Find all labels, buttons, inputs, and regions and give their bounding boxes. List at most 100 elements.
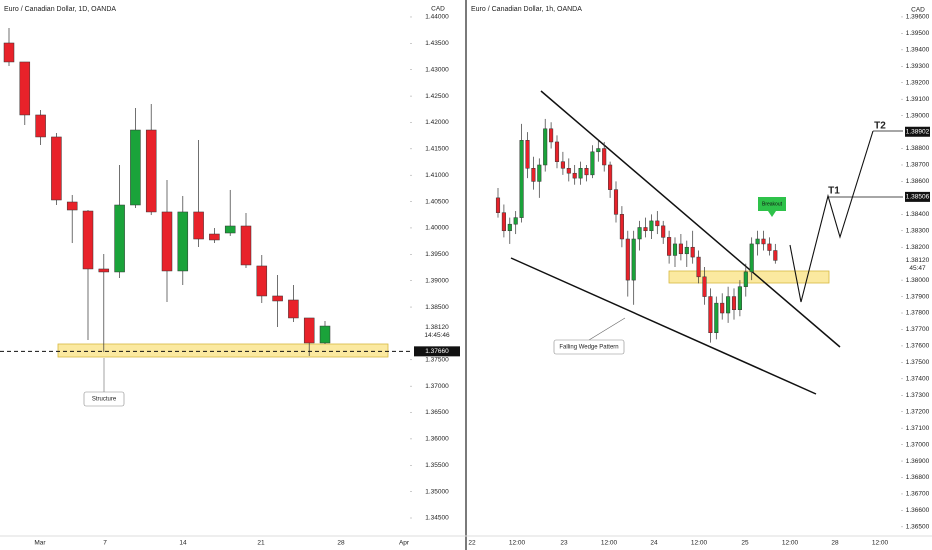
annotation: Breakout [762, 201, 783, 207]
candle-body [513, 217, 518, 225]
y-tick-label: 1.41500 [425, 146, 449, 153]
structure-zone [57, 343, 389, 358]
x-tick-label: 28 [337, 540, 345, 547]
candle-body [319, 325, 331, 344]
y-tick-label: 1.38000 [906, 277, 930, 284]
candle-body [549, 128, 554, 143]
x-tick-label: 14 [179, 540, 187, 547]
y-tick-label: 1.41000 [425, 172, 449, 179]
y-tick-label: 1.39000 [425, 277, 449, 284]
y-tick-label: 1.43000 [425, 66, 449, 73]
price-countdown: 14:45:46 [424, 332, 450, 339]
candle-body [495, 197, 501, 213]
candle-body [578, 168, 583, 179]
candle-body [755, 238, 760, 245]
y-tick-label: 1.36800 [906, 474, 930, 481]
y-tick-label: 1.42500 [425, 93, 449, 100]
y-tick-label: 1.44000 [425, 14, 449, 21]
y-tick-label: 1.37900 [906, 293, 930, 300]
y-tick-label: 1.39100 [906, 96, 930, 103]
y-tick-label: 1.38600 [906, 178, 930, 185]
candle-body [613, 189, 619, 215]
candle-body [749, 243, 754, 273]
candle-body [649, 220, 654, 232]
callout-box [553, 339, 625, 355]
y-tick-label: 1.37700 [906, 326, 930, 333]
y-tick-label: 1.38200 [906, 244, 930, 251]
candle-body [702, 276, 707, 297]
y-tick-label: 1.37000 [425, 383, 449, 390]
y-tick-label: 1.40500 [425, 198, 449, 205]
candle-body [731, 296, 737, 310]
y-tick-label: 1.37600 [906, 343, 930, 350]
price-label-box [905, 126, 930, 137]
price-label: 1.38902 [906, 128, 930, 135]
y-tick-label: 1.39500 [425, 251, 449, 258]
annotation: Falling Wedge Pattern [559, 345, 618, 351]
candle-body [696, 256, 701, 278]
candle-body [602, 148, 607, 166]
candle-body [193, 211, 204, 240]
y-tick-label: 1.37100 [906, 425, 930, 432]
candle-body [625, 238, 630, 281]
y-tick-label: 1.36600 [906, 507, 930, 514]
candle-body [560, 161, 565, 169]
price-label: 1.38120 [906, 257, 930, 264]
y-tick-label: 1.40000 [425, 225, 449, 232]
price-label: 1.38120 [425, 324, 449, 331]
candle-body [256, 265, 268, 297]
candle-body [501, 212, 506, 232]
chart-title: Euro / Canadian Dollar, 1h, OANDA [471, 6, 582, 13]
x-tick-label: 12:00 [782, 540, 799, 547]
x-tick-label: 12:00 [509, 540, 526, 547]
y-tick-label: 1.43500 [425, 40, 449, 47]
candle-body [566, 168, 571, 174]
candle-body [655, 220, 660, 227]
callout-box [83, 391, 125, 407]
candle-body [145, 129, 157, 213]
candle-body [272, 295, 283, 302]
price-label-box [414, 346, 460, 357]
x-tick-label: 23 [560, 540, 568, 547]
candle-body [3, 42, 15, 63]
candle-body [714, 302, 719, 334]
y-tick-label: 1.37400 [906, 376, 930, 383]
wedge-lower [510, 257, 817, 395]
y-tick-label: 1.36000 [425, 436, 449, 443]
candle-body [690, 246, 695, 258]
candle-body [661, 225, 666, 238]
candle-body [114, 204, 125, 273]
candle-body [608, 164, 613, 190]
x-tick-label: 24 [650, 540, 658, 547]
candle-body [519, 140, 524, 218]
y-tick-label: 1.34500 [425, 515, 449, 522]
axis-label: CAD [431, 6, 445, 13]
y-tick-label: 1.37800 [906, 310, 930, 317]
candle-body [584, 168, 589, 176]
y-tick-label: 1.38700 [906, 162, 930, 169]
candle-body [678, 243, 683, 255]
price-label-box [905, 255, 930, 274]
candle-body [161, 211, 173, 272]
y-tick-label: 1.36500 [425, 409, 449, 416]
candle-body [209, 233, 220, 241]
y-tick-label: 1.37500 [906, 359, 930, 366]
y-tick-label: 1.37500 [425, 357, 449, 364]
candle-body [590, 151, 595, 176]
candle-body [684, 246, 689, 255]
candle-body [637, 227, 642, 240]
y-tick-label: 1.39000 [906, 112, 930, 119]
candle-body [66, 201, 78, 211]
candle-body [130, 129, 141, 206]
x-tick-label: 22 [468, 540, 476, 547]
y-tick-label: 1.38800 [906, 145, 930, 152]
chart-title: Euro / Canadian Dollar, 1D, OANDA [4, 6, 116, 13]
y-tick-label: 1.39300 [906, 63, 930, 70]
candle-body [761, 238, 766, 245]
candle-body [51, 136, 62, 201]
candle-body [767, 243, 772, 251]
y-tick-label: 1.38400 [906, 211, 930, 218]
y-tick-label: 1.38500 [425, 304, 449, 311]
y-tick-label: 1.38300 [906, 227, 930, 234]
